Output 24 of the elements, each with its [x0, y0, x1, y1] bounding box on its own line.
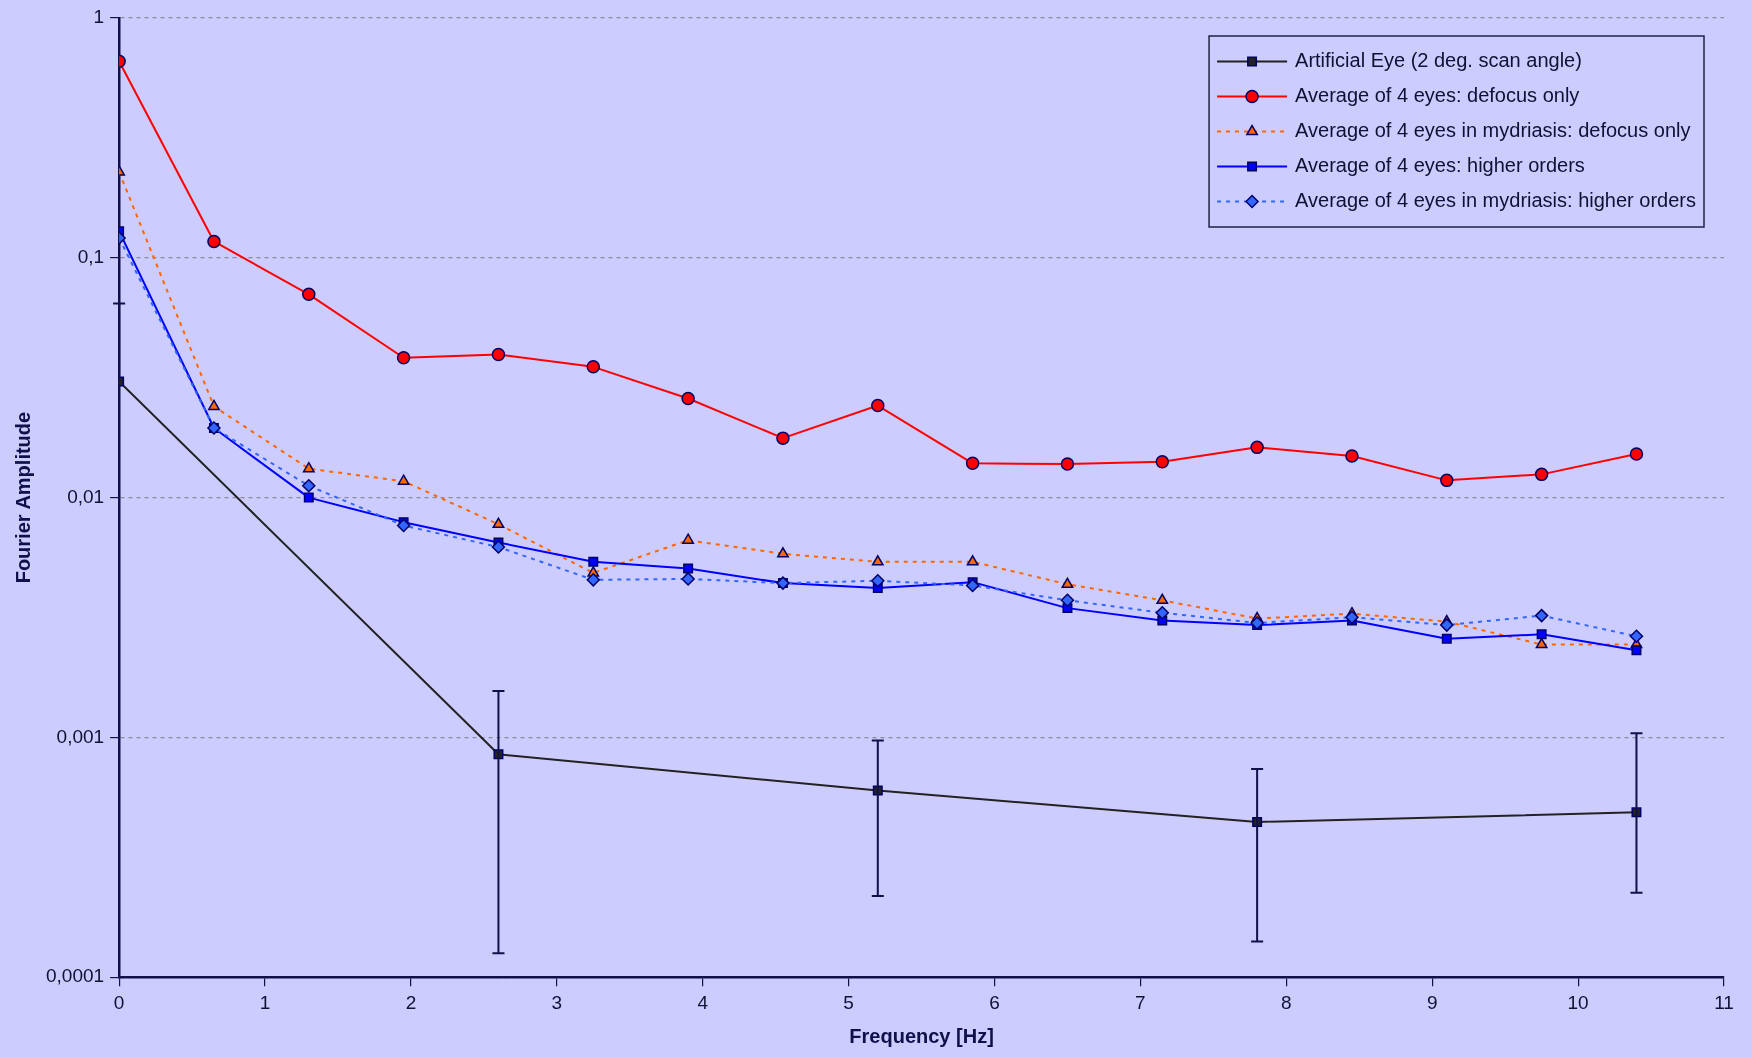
- x-tick-label: 3: [551, 991, 563, 1013]
- x-tick-label: 6: [989, 991, 1000, 1013]
- x-tick-label: 7: [1135, 991, 1146, 1013]
- x-tick-label: 8: [1281, 991, 1292, 1013]
- y-tick-label: 0,0001: [45, 965, 105, 987]
- x-tick-label: 4: [697, 991, 709, 1013]
- y-axis-title: Fourier Amplitude: [11, 411, 34, 584]
- x-tick-label: 9: [1426, 991, 1438, 1013]
- x-tick-label: 10: [1567, 991, 1589, 1013]
- x-tick-label: 2: [405, 991, 417, 1013]
- y-tick-label: 0,001: [56, 725, 105, 747]
- x-tick-label: 11: [1714, 991, 1734, 1013]
- legend-label: Artificial Eye (2 deg. scan angle): [1295, 49, 1582, 72]
- legend-label: Average of 4 eyes in mydriasis: defocus only: [1295, 119, 1691, 142]
- x-axis-title: Frequency [Hz]: [849, 1024, 994, 1047]
- y-tick-label: 1: [93, 6, 105, 28]
- y-tick-label: 0,1: [77, 246, 105, 268]
- legend-label: Average of 4 eyes: defocus only: [1295, 84, 1580, 107]
- legend-label: Average of 4 eyes: higher orders: [1295, 154, 1585, 177]
- y-tick-label: 0,01: [67, 485, 105, 507]
- legend-label: Average of 4 eyes in mydriasis: higher orders: [1295, 189, 1696, 212]
- x-tick-label: 1: [259, 991, 271, 1013]
- x-tick-label: 5: [843, 991, 854, 1013]
- x-tick-label: 0: [113, 991, 125, 1013]
